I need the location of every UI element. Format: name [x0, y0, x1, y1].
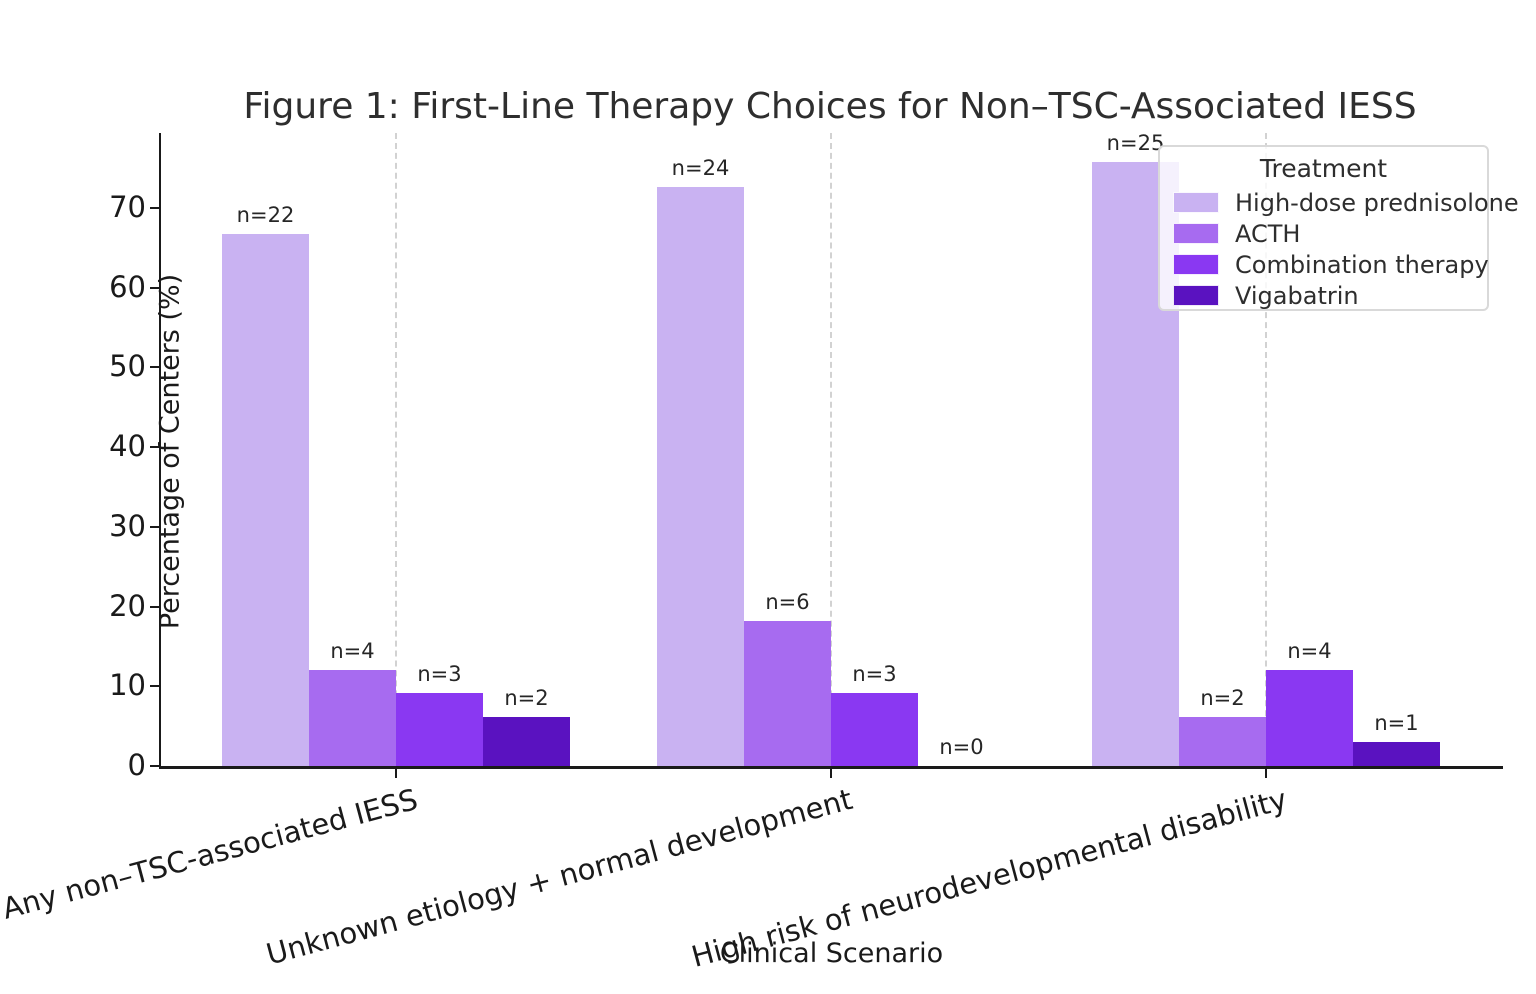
legend-item-acth: ACTH: [1160, 218, 1487, 249]
y-tick-label-50: 50: [109, 349, 146, 384]
legend-item-combination-therapy: Combination therapy: [1160, 249, 1489, 280]
high-dose-prednisolone-swatch-icon: [1173, 192, 1219, 213]
y-tick-mark: [150, 207, 159, 210]
legend-item-label: Vigabatrin: [1235, 281, 1359, 310]
bar-count-label-combination-therapy-group1: n=3: [417, 662, 462, 686]
x-tick-mark: [1265, 769, 1267, 778]
chart-title: Figure 1: First-Line Therapy Choices for…: [243, 86, 1417, 127]
y-tick-mark: [150, 605, 159, 608]
bar-high-dose-prednisolone-group1: [222, 234, 309, 766]
y-tick-label-30: 30: [109, 508, 146, 543]
y-tick-mark: [150, 765, 159, 767]
bar-count-label-high-dose-prednisolone-group3: n=25: [1106, 131, 1165, 155]
vertical-gridline: [395, 133, 397, 766]
vigabatrin-swatch-icon: [1173, 285, 1219, 306]
legend-title: Treatment: [1259, 154, 1388, 183]
y-tick-mark: [150, 366, 159, 369]
bar-combination-therapy-group3: [1266, 670, 1353, 766]
x-axis-spine: [159, 766, 1503, 769]
x-tick-label-any-non-tsc-associated-iess: Any non–TSC-associated IESS: [0, 782, 421, 926]
y-tick-label-0: 0: [127, 748, 146, 782]
combination-therapy-swatch-icon: [1173, 254, 1219, 275]
bar-acth-group3: [1179, 717, 1266, 766]
bar-count-label-acth-group3: n=2: [1200, 686, 1245, 710]
y-tick-label-20: 20: [109, 588, 146, 623]
bar-count-label-high-dose-prednisolone-group2: n=24: [671, 156, 730, 180]
bar-count-label-vigabatrin-group1: n=2: [504, 686, 549, 710]
y-tick-mark: [150, 286, 159, 289]
x-axis-label: Clinical Scenario: [719, 938, 944, 969]
y-tick-mark: [150, 685, 159, 688]
bar-high-dose-prednisolone-group2: [657, 187, 744, 766]
bar-combination-therapy-group1: [396, 693, 483, 766]
y-tick-label-40: 40: [109, 429, 146, 464]
x-tick-mark: [395, 769, 397, 778]
bar-count-label-vigabatrin-group3: n=1: [1374, 711, 1419, 735]
vertical-gridline: [830, 133, 832, 766]
legend-item-vigabatrin: Vigabatrin: [1160, 280, 1487, 311]
bar-count-label-acth-group1: n=4: [330, 639, 375, 663]
legend-item-label: High-dose prednisolone: [1235, 188, 1519, 217]
y-tick-label-70: 70: [109, 190, 146, 225]
y-tick-mark: [150, 446, 159, 449]
legend-item-label: Combination therapy: [1235, 250, 1489, 279]
y-tick-label-10: 10: [109, 668, 146, 703]
bar-acth-group1: [309, 670, 396, 766]
y-tick-label-60: 60: [109, 269, 146, 304]
bar-count-label-acth-group2: n=6: [765, 590, 810, 614]
acth-swatch-icon: [1173, 223, 1219, 244]
bar-vigabatrin-group1: [483, 717, 570, 766]
bar-acth-group2: [744, 621, 831, 766]
legend-item-label: ACTH: [1235, 219, 1301, 248]
y-tick-mark: [150, 525, 159, 528]
bar-count-label-high-dose-prednisolone-group1: n=22: [236, 203, 295, 227]
bar-count-label-combination-therapy-group3: n=4: [1287, 639, 1332, 663]
y-axis-spine: [159, 133, 161, 769]
x-tick-mark: [830, 769, 832, 778]
bar-count-label-vigabatrin-group2: n=0: [939, 735, 984, 759]
bar-vigabatrin-group3: [1353, 742, 1440, 766]
bar-count-label-combination-therapy-group2: n=3: [852, 662, 897, 686]
bar-combination-therapy-group2: [831, 693, 918, 766]
legend-item-high-dose-prednisolone: High-dose prednisolone: [1160, 187, 1519, 218]
legend: Treatment High-dose prednisolone ACTH Comb…: [1158, 145, 1519, 311]
vertical-gridline: [1265, 133, 1267, 766]
legend-items: High-dose prednisolone ACTH Combination th…: [1160, 187, 1519, 311]
